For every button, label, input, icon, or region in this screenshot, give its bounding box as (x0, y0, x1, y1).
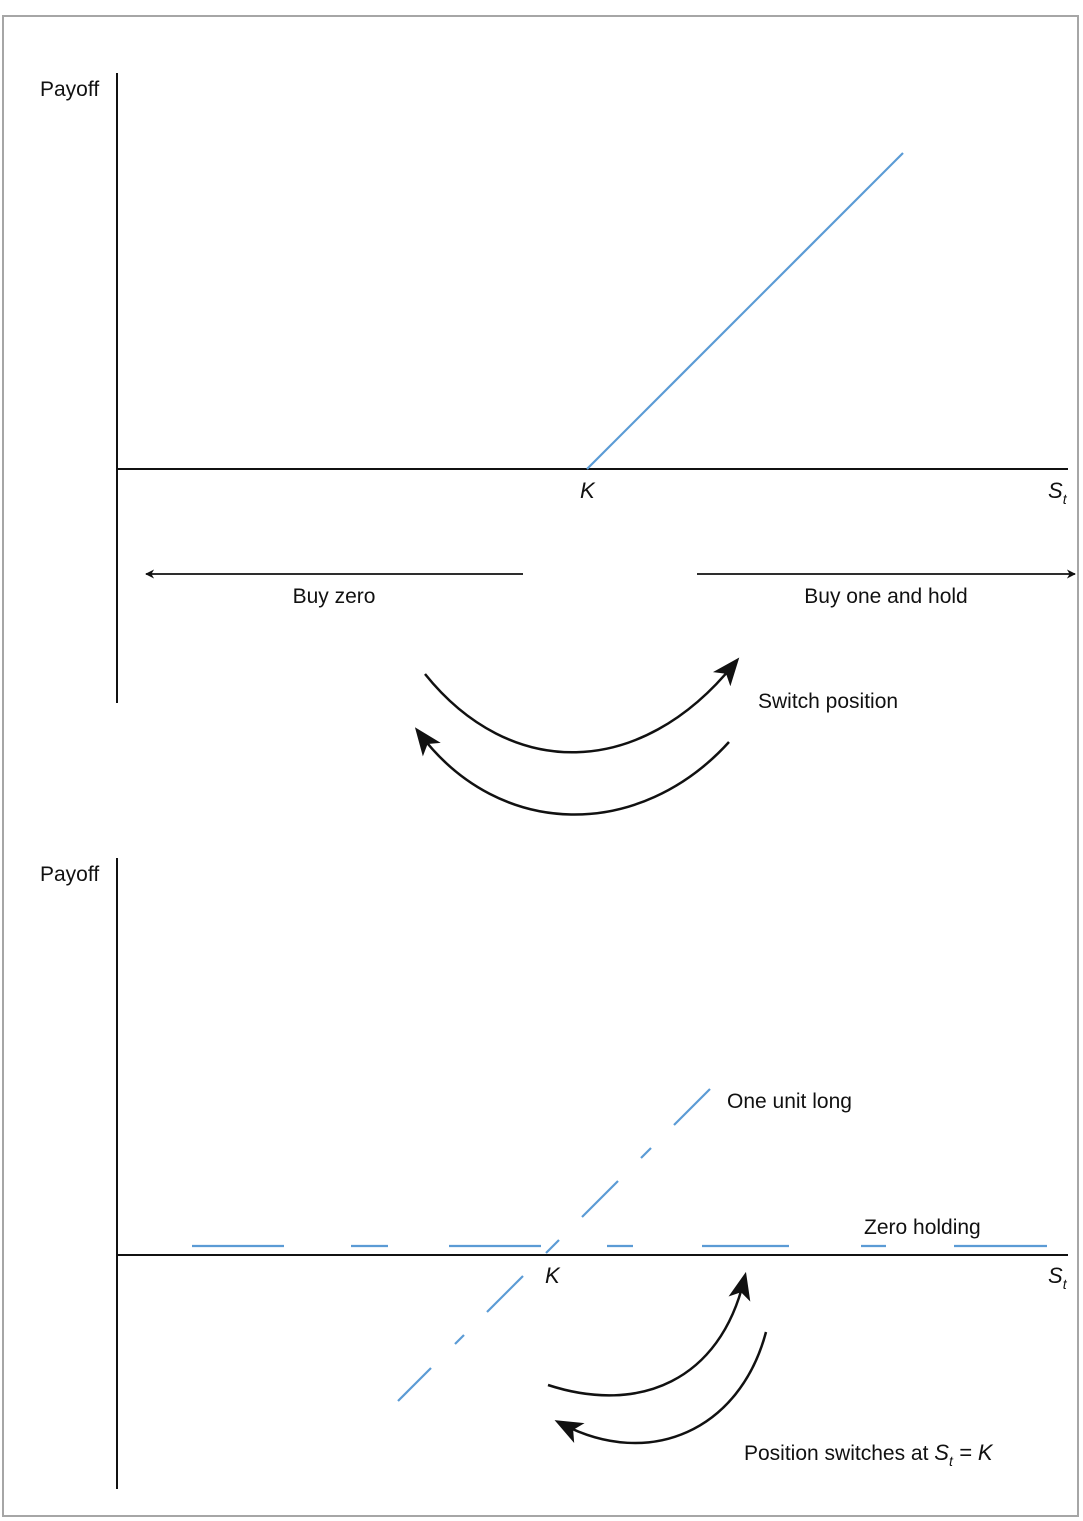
switch-arrow-up (547, 1271, 751, 1397)
bottom-panel: Payoff K St One unit long Zero holding (40, 858, 1068, 1489)
position-switches-label: Position switches at St = K (744, 1440, 994, 1469)
top-panel: Payoff K St Buy zero Buy one and hold Sw… (40, 73, 1076, 816)
top-y-axis-label: Payoff (40, 78, 99, 101)
top-strike-label: K (580, 478, 596, 503)
top-payoff-line (586, 152, 904, 470)
bottom-strike-label: K (545, 1263, 561, 1288)
figure-frame (2, 15, 1079, 1517)
switch-arrow-right (424, 657, 740, 754)
switch-arrow-left (414, 727, 730, 816)
buy-zero-label: Buy zero (293, 585, 376, 608)
top-x-axis-label: St (1048, 478, 1068, 507)
switch-arrow-down (554, 1331, 768, 1445)
switch-position-label: Switch position (758, 690, 898, 713)
bottom-y-axis-label: Payoff (40, 863, 99, 886)
zero-holding-label: Zero holding (864, 1216, 981, 1239)
one-unit-long-line (397, 1088, 711, 1402)
buy-one-label: Buy one and hold (804, 585, 967, 608)
bottom-x-axis-label: St (1048, 1263, 1068, 1292)
one-unit-long-label: One unit long (727, 1090, 852, 1113)
